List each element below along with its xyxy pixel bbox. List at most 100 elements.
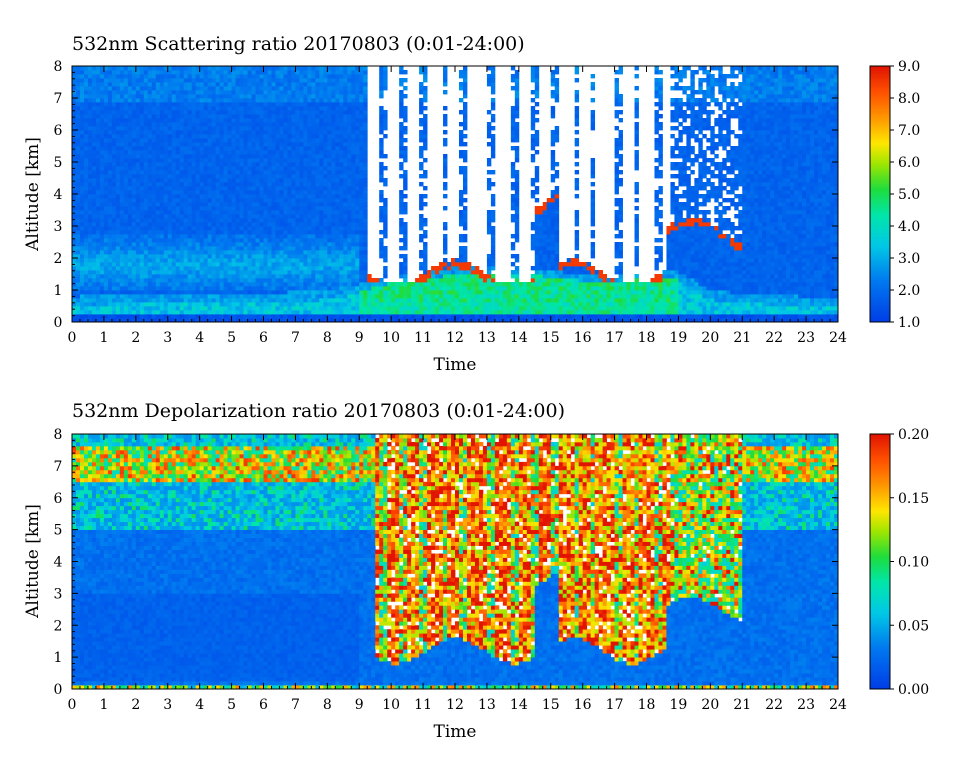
heatmap-cell	[119, 222, 125, 227]
heatmap-cell	[231, 294, 236, 299]
heatmap-cell	[143, 182, 149, 187]
heatmap-cell	[115, 294, 121, 299]
heatmap-cell	[343, 114, 348, 119]
heatmap-cell	[303, 302, 308, 307]
heatmap-cell	[175, 262, 181, 267]
heatmap-cell	[315, 90, 320, 95]
heatmap-cell	[283, 186, 288, 191]
heatmap-cell	[183, 238, 189, 243]
heatmap-cell	[115, 202, 121, 207]
heatmap-cell	[211, 94, 217, 99]
heatmap-cell	[231, 262, 236, 267]
heatmap-cell	[175, 174, 181, 179]
heatmap-cell	[327, 102, 332, 107]
heatmap-cell	[75, 114, 81, 119]
heatmap-cell	[299, 306, 304, 311]
heatmap-cell	[295, 286, 300, 291]
heatmap-cell	[187, 230, 193, 235]
heatmap-cell	[115, 102, 121, 107]
heatmap-cell	[199, 114, 205, 119]
heatmap-cell	[175, 102, 181, 107]
heatmap-cell	[75, 282, 81, 287]
heatmap-cell	[311, 270, 316, 275]
heatmap-cell	[403, 222, 408, 227]
heatmap-cell	[295, 266, 300, 271]
heatmap-cell	[167, 114, 173, 119]
heatmap-cell	[335, 170, 340, 175]
heatmap-cell	[383, 114, 388, 119]
heatmap-cell	[151, 186, 157, 191]
heatmap-cell	[403, 242, 408, 247]
heatmap-cell	[207, 218, 213, 223]
heatmap-cell	[223, 250, 228, 255]
heatmap-cell	[295, 198, 300, 203]
heatmap-cell	[223, 146, 228, 151]
heatmap-cell	[327, 130, 332, 135]
heatmap-cell	[187, 178, 193, 183]
heatmap-cell	[227, 230, 232, 235]
heatmap-cell	[87, 78, 93, 83]
heatmap-cell	[367, 310, 372, 315]
heatmap-cell	[171, 122, 177, 127]
heatmap-cell	[155, 230, 161, 235]
heatmap-cell	[267, 250, 272, 255]
heatmap-cell	[287, 102, 292, 107]
heatmap-cell	[283, 154, 288, 159]
heatmap-cell	[303, 126, 308, 131]
heatmap-cell	[95, 202, 101, 207]
heatmap-cell	[227, 114, 232, 119]
heatmap-cell	[179, 86, 185, 91]
heatmap-cell	[91, 206, 97, 211]
heatmap-cell	[227, 174, 232, 179]
heatmap-cell	[275, 94, 280, 99]
heatmap-cell	[111, 150, 117, 155]
heatmap-cell	[363, 86, 368, 91]
heatmap-cell	[279, 218, 284, 223]
heatmap-cell	[271, 162, 276, 167]
heatmap-cell	[363, 230, 368, 235]
heatmap-cell	[183, 90, 189, 95]
heatmap-cell	[299, 314, 304, 319]
heatmap-cell	[271, 146, 276, 151]
heatmap-cell	[119, 106, 125, 111]
heatmap-cell	[343, 94, 348, 99]
heatmap-cell	[259, 134, 264, 139]
heatmap-cell	[391, 310, 396, 315]
heatmap-cell	[191, 118, 197, 123]
heatmap-cell	[79, 250, 85, 255]
heatmap-cell	[255, 254, 260, 259]
heatmap-cell	[243, 122, 248, 127]
heatmap-cell	[363, 150, 368, 155]
heatmap-cell	[327, 222, 332, 227]
heatmap-cell	[195, 126, 201, 131]
heatmap-cell	[95, 118, 101, 123]
heatmap-cell	[331, 170, 336, 175]
heatmap-cell	[203, 162, 209, 167]
heatmap-cell	[263, 266, 268, 271]
heatmap-cell	[311, 234, 316, 239]
heatmap-cell	[119, 286, 125, 291]
heatmap-cell	[295, 230, 300, 235]
heatmap-cell	[127, 302, 133, 307]
heatmap-cell	[175, 118, 181, 123]
heatmap-cell	[323, 94, 328, 99]
heatmap-cell	[99, 214, 105, 219]
heatmap-cell	[299, 278, 304, 283]
heatmap-cell	[275, 226, 280, 231]
heatmap-cell	[87, 194, 93, 199]
heatmap-cell	[279, 186, 284, 191]
heatmap-cell	[227, 246, 232, 251]
heatmap-cell	[203, 222, 209, 227]
heatmap-cell	[303, 134, 308, 139]
heatmap-cell	[295, 158, 300, 163]
heatmap-cell	[95, 214, 101, 219]
heatmap-cell	[99, 274, 105, 279]
heatmap-cell	[351, 94, 356, 99]
heatmap-cell	[143, 210, 149, 215]
heatmap-cell	[255, 122, 260, 127]
heatmap-cell	[239, 90, 244, 95]
heatmap-cell	[243, 162, 248, 167]
heatmap-cell	[315, 78, 320, 83]
heatmap-cell	[251, 210, 256, 215]
heatmap-cell	[335, 270, 340, 275]
